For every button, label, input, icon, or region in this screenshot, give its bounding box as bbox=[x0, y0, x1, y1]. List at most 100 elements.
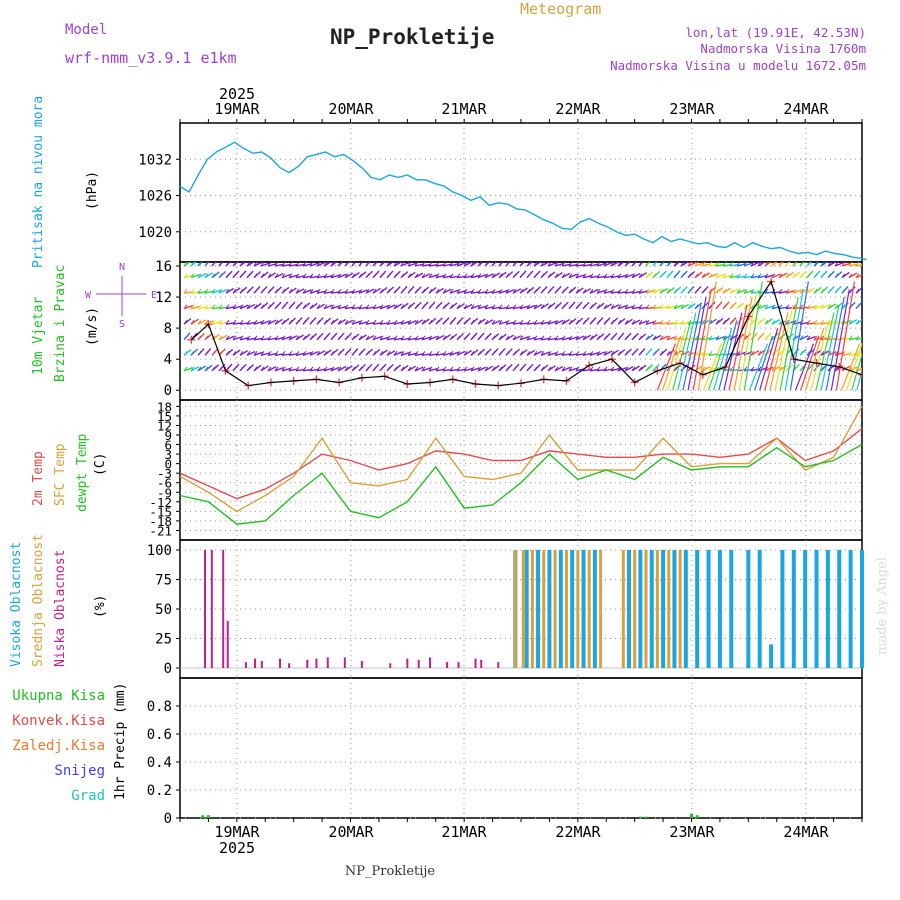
high-cloud-bar bbox=[547, 550, 552, 668]
wind-barb bbox=[526, 304, 536, 310]
wind-barb-flag bbox=[183, 319, 188, 325]
wind-barb-flag bbox=[799, 273, 804, 278]
wind-barb-flag bbox=[722, 319, 727, 325]
wind-barb-flag bbox=[848, 262, 853, 267]
wind-barb-flag bbox=[820, 319, 825, 325]
wind-barb-flag bbox=[281, 350, 286, 356]
wind-barb-flag bbox=[715, 273, 720, 278]
wind-barb bbox=[554, 352, 564, 356]
wind-barb-flag bbox=[239, 273, 244, 278]
precip-y-tick-label: 0 bbox=[164, 811, 172, 827]
wind-barb-flag bbox=[274, 319, 279, 325]
wind-barb bbox=[414, 366, 424, 372]
wind-barb bbox=[603, 290, 613, 294]
wind-barb-flag bbox=[281, 319, 286, 325]
wind-barb-flag bbox=[463, 262, 468, 267]
wind-barb-flag bbox=[435, 366, 440, 372]
high-cloud-bar bbox=[524, 550, 529, 668]
wind-barb-flag bbox=[197, 335, 202, 341]
wind-barb-flag bbox=[365, 288, 370, 294]
wind-barb-flag bbox=[400, 366, 405, 372]
wind-gust-stroke bbox=[702, 343, 722, 391]
wind-barb-flag bbox=[575, 366, 580, 372]
wind-barb-flag bbox=[309, 350, 314, 356]
wind-barb bbox=[232, 305, 242, 310]
wind-barb bbox=[344, 319, 354, 325]
precip-bar bbox=[638, 816, 642, 818]
high-cloud-bar bbox=[803, 550, 808, 668]
wind-barb-flag bbox=[575, 350, 580, 356]
wind-barb bbox=[435, 352, 445, 356]
wind-barb-flag bbox=[372, 262, 377, 267]
wind-barb-flag bbox=[750, 304, 755, 310]
mid-cloud-bar bbox=[667, 550, 671, 668]
wind-barb-flag bbox=[680, 273, 685, 278]
mid-cloud-bar bbox=[564, 550, 568, 668]
wind-barb-flag bbox=[351, 288, 356, 294]
wind-barb-flag bbox=[603, 350, 608, 356]
wind-barb bbox=[526, 349, 535, 356]
wind-barb-flag bbox=[596, 350, 601, 356]
wind-barb-flag bbox=[491, 262, 496, 267]
wind-barb bbox=[547, 352, 557, 356]
wind-barb bbox=[701, 263, 711, 267]
wind-barb-flag bbox=[547, 319, 552, 325]
wind-barb-flag bbox=[477, 366, 482, 372]
wind-barb-flag bbox=[729, 319, 734, 325]
wind-barb-flag bbox=[617, 319, 622, 325]
wind-gust-stroke bbox=[769, 312, 789, 391]
wind-barb-flag bbox=[519, 288, 524, 294]
wind-barb-flag bbox=[575, 288, 580, 294]
wind-barb-flag bbox=[855, 273, 860, 278]
wind-barb bbox=[806, 287, 815, 294]
wind-barb bbox=[505, 334, 515, 341]
wind-barb-flag bbox=[365, 273, 370, 278]
top-day-label: 19MAR bbox=[214, 100, 260, 118]
wind-barb-flag bbox=[736, 262, 741, 267]
wind-compass: N S W E bbox=[85, 262, 157, 330]
wind-barb-flag bbox=[673, 273, 678, 278]
wind-barb-flag bbox=[540, 273, 545, 278]
wind-barb-flag bbox=[582, 335, 587, 341]
wind-barb bbox=[323, 274, 333, 279]
wind-gust-stroke bbox=[682, 304, 702, 391]
wind-barb-flag bbox=[337, 262, 342, 267]
wind-barb bbox=[239, 350, 249, 356]
wind-barb-flag bbox=[414, 273, 419, 278]
low-cloud-bar bbox=[474, 658, 477, 668]
wind-barb-flag bbox=[358, 335, 363, 341]
wind-barb-flag bbox=[834, 273, 839, 278]
wind-barb bbox=[365, 334, 375, 341]
wind-barb-flag bbox=[820, 288, 825, 294]
wind-barb bbox=[792, 289, 802, 294]
wind-barb-flag bbox=[323, 350, 328, 356]
low-cloud-bar bbox=[406, 658, 409, 668]
wind-barb-flag bbox=[253, 262, 258, 267]
wind-barb-flag bbox=[414, 288, 419, 294]
wind-barb bbox=[288, 274, 298, 279]
wind-barb-flag bbox=[701, 319, 706, 325]
wind-barb bbox=[624, 273, 634, 279]
wind-barb-flag bbox=[848, 350, 853, 356]
wind-barb bbox=[400, 262, 410, 267]
wind-barb bbox=[757, 367, 767, 372]
wind-barb-flag bbox=[540, 350, 545, 356]
wind-barb-flag bbox=[827, 262, 832, 267]
wind-barb-flag bbox=[309, 273, 314, 278]
wind-barb-flag bbox=[295, 366, 300, 372]
wind-barb bbox=[449, 289, 459, 294]
precip-bar bbox=[201, 815, 205, 818]
top-year-label: 2025 bbox=[219, 85, 255, 103]
wind-barb bbox=[239, 304, 249, 310]
wind-barb-flag bbox=[239, 262, 244, 267]
wind-barb-flag bbox=[743, 288, 748, 294]
wind-barb-flag bbox=[400, 304, 405, 310]
wind-barb-flag bbox=[610, 366, 615, 372]
precip-bar bbox=[695, 815, 699, 818]
wind-barb-flag bbox=[848, 288, 853, 294]
wind-barb-flag bbox=[407, 262, 412, 267]
wind-barb-flag bbox=[344, 304, 349, 310]
wind-barb bbox=[463, 367, 473, 372]
wind-barb bbox=[771, 365, 781, 372]
wind-barb bbox=[708, 273, 718, 279]
